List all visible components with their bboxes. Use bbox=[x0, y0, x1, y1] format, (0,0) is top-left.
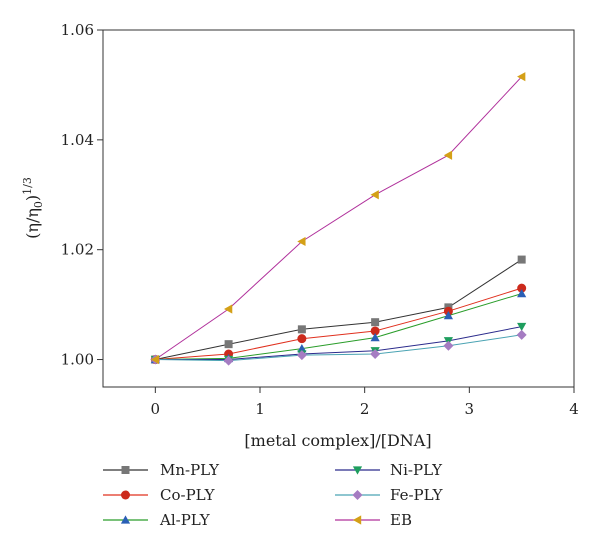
series-line-mn-ply bbox=[155, 259, 522, 360]
data-point-mn-ply bbox=[371, 318, 380, 327]
legend-label-mn-ply: Mn-PLY bbox=[160, 461, 220, 479]
data-point-al-ply bbox=[370, 332, 380, 342]
y-tick-label: 1.00 bbox=[61, 351, 94, 369]
data-point-fe-ply bbox=[370, 349, 381, 360]
data-point-fe-ply bbox=[516, 329, 527, 340]
legend-marker-mn-ply bbox=[121, 466, 130, 474]
data-point-co-ply bbox=[370, 326, 380, 336]
x-tick-label: 0 bbox=[151, 400, 161, 418]
y-tick-label: 1.06 bbox=[61, 21, 94, 39]
legend-marker-fe-ply bbox=[352, 490, 363, 500]
data-point-al-ply bbox=[517, 289, 527, 298]
legend-marker-eb bbox=[352, 515, 362, 525]
plot-frame bbox=[102, 29, 575, 388]
y-tick-label: 1.02 bbox=[61, 241, 94, 259]
legend-item-mn-ply: Mn-PLY bbox=[103, 461, 220, 479]
data-point-fe-ply bbox=[223, 355, 234, 366]
series-line-eb bbox=[155, 76, 523, 360]
legend-marker-al-ply bbox=[120, 515, 131, 524]
axis-ticks: 0 1 2 3 4 1.00 1.02 1.04 1.06 bbox=[61, 21, 579, 418]
data-point-co-ply bbox=[297, 334, 307, 344]
legend: Mn-PLY Co-PLY Al-PLY Ni-PLY Fe-PLY EB bbox=[103, 461, 444, 529]
x-tick-label: 1 bbox=[255, 400, 265, 418]
legend-label-al-ply: Al-PLY bbox=[159, 511, 211, 529]
legend-item-co-ply: Co-PLY bbox=[103, 486, 216, 504]
series-markers bbox=[150, 72, 527, 366]
data-point-eb bbox=[150, 354, 160, 365]
data-point-fe-ply bbox=[443, 340, 454, 351]
data-point-fe-ply bbox=[296, 350, 307, 361]
y-axis-label-sup: 1/3 bbox=[21, 177, 34, 195]
data-point-eb bbox=[370, 190, 379, 200]
legend-item-al-ply: Al-PLY bbox=[103, 511, 211, 529]
y-axis-label: (η/η0)1/3 bbox=[21, 177, 45, 239]
data-point-al-ply bbox=[443, 311, 453, 320]
data-point-al-ply bbox=[297, 343, 307, 353]
legend-label-fe-ply: Fe-PLY bbox=[390, 486, 444, 504]
legend-label-ni-ply: Ni-PLY bbox=[390, 461, 443, 479]
data-point-ni-ply bbox=[517, 322, 527, 332]
series-line-co-ply bbox=[155, 287, 522, 360]
series-line-fe-ply bbox=[155, 334, 522, 362]
legend-item-fe-ply: Fe-PLY bbox=[335, 486, 444, 504]
y-axis-label-close: ) bbox=[23, 195, 42, 201]
data-point-mn-ply bbox=[297, 325, 306, 334]
data-point-eb bbox=[297, 236, 306, 247]
y-axis-label-main: (η/η bbox=[23, 208, 42, 239]
series-line-al-ply bbox=[155, 293, 522, 360]
legend-item-eb: EB bbox=[335, 511, 412, 529]
x-axis-label: [metal complex]/[DNA] bbox=[244, 431, 431, 450]
legend-marker-co-ply bbox=[121, 490, 130, 500]
data-point-eb bbox=[443, 150, 453, 160]
x-tick-label: 4 bbox=[569, 400, 579, 418]
data-point-mn-ply bbox=[517, 255, 526, 264]
legend-label-eb: EB bbox=[390, 511, 412, 529]
data-point-eb bbox=[517, 72, 526, 82]
data-point-co-ply bbox=[517, 283, 527, 293]
legend-label-co-ply: Co-PLY bbox=[160, 486, 216, 504]
series-line-ni-ply bbox=[155, 326, 522, 360]
x-tick-label: 2 bbox=[360, 400, 370, 418]
data-point-mn-ply bbox=[224, 340, 233, 349]
series-lines bbox=[155, 76, 523, 362]
data-point-eb bbox=[224, 304, 233, 314]
y-tick-label: 1.04 bbox=[61, 131, 94, 149]
y-axis-label-sub: 0 bbox=[32, 201, 45, 208]
x-tick-label: 3 bbox=[465, 400, 475, 418]
legend-item-ni-ply: Ni-PLY bbox=[335, 461, 443, 479]
legend-marker-ni-ply bbox=[352, 466, 363, 475]
